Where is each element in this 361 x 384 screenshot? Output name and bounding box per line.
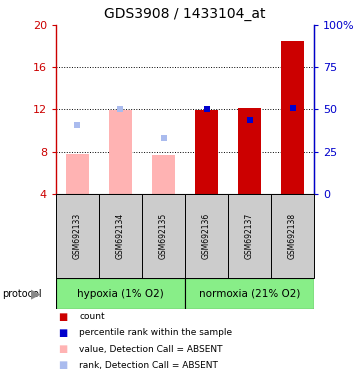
Text: rank, Detection Call = ABSENT: rank, Detection Call = ABSENT: [79, 361, 218, 370]
Bar: [281, 41, 304, 194]
Text: hypoxia (1% O2): hypoxia (1% O2): [77, 289, 164, 299]
Bar: [228, 194, 271, 278]
Text: ■: ■: [58, 312, 67, 322]
Bar: [185, 194, 228, 278]
Text: ▶: ▶: [31, 287, 41, 300]
Text: ■: ■: [58, 328, 67, 338]
Text: GSM692134: GSM692134: [116, 213, 125, 259]
Text: protocol: protocol: [2, 289, 42, 299]
Bar: [142, 194, 185, 278]
Bar: [152, 155, 175, 194]
Text: GSM692137: GSM692137: [245, 213, 254, 259]
Bar: [271, 194, 314, 278]
Bar: [238, 108, 261, 194]
Text: GSM692136: GSM692136: [202, 213, 211, 259]
Text: GSM692135: GSM692135: [159, 213, 168, 259]
Bar: [109, 111, 132, 194]
Text: ■: ■: [58, 360, 67, 370]
Bar: [66, 154, 89, 194]
Text: GSM692138: GSM692138: [288, 213, 297, 259]
Text: percentile rank within the sample: percentile rank within the sample: [79, 328, 232, 338]
Bar: [56, 194, 99, 278]
Bar: [56, 278, 185, 309]
Text: normoxia (21% O2): normoxia (21% O2): [199, 289, 300, 299]
Text: ■: ■: [58, 344, 67, 354]
Text: GSM692133: GSM692133: [73, 213, 82, 259]
Title: GDS3908 / 1433104_at: GDS3908 / 1433104_at: [104, 7, 266, 21]
Bar: [185, 278, 314, 309]
Text: value, Detection Call = ABSENT: value, Detection Call = ABSENT: [79, 344, 223, 354]
Bar: [195, 111, 218, 194]
Text: count: count: [79, 312, 105, 321]
Bar: [99, 194, 142, 278]
